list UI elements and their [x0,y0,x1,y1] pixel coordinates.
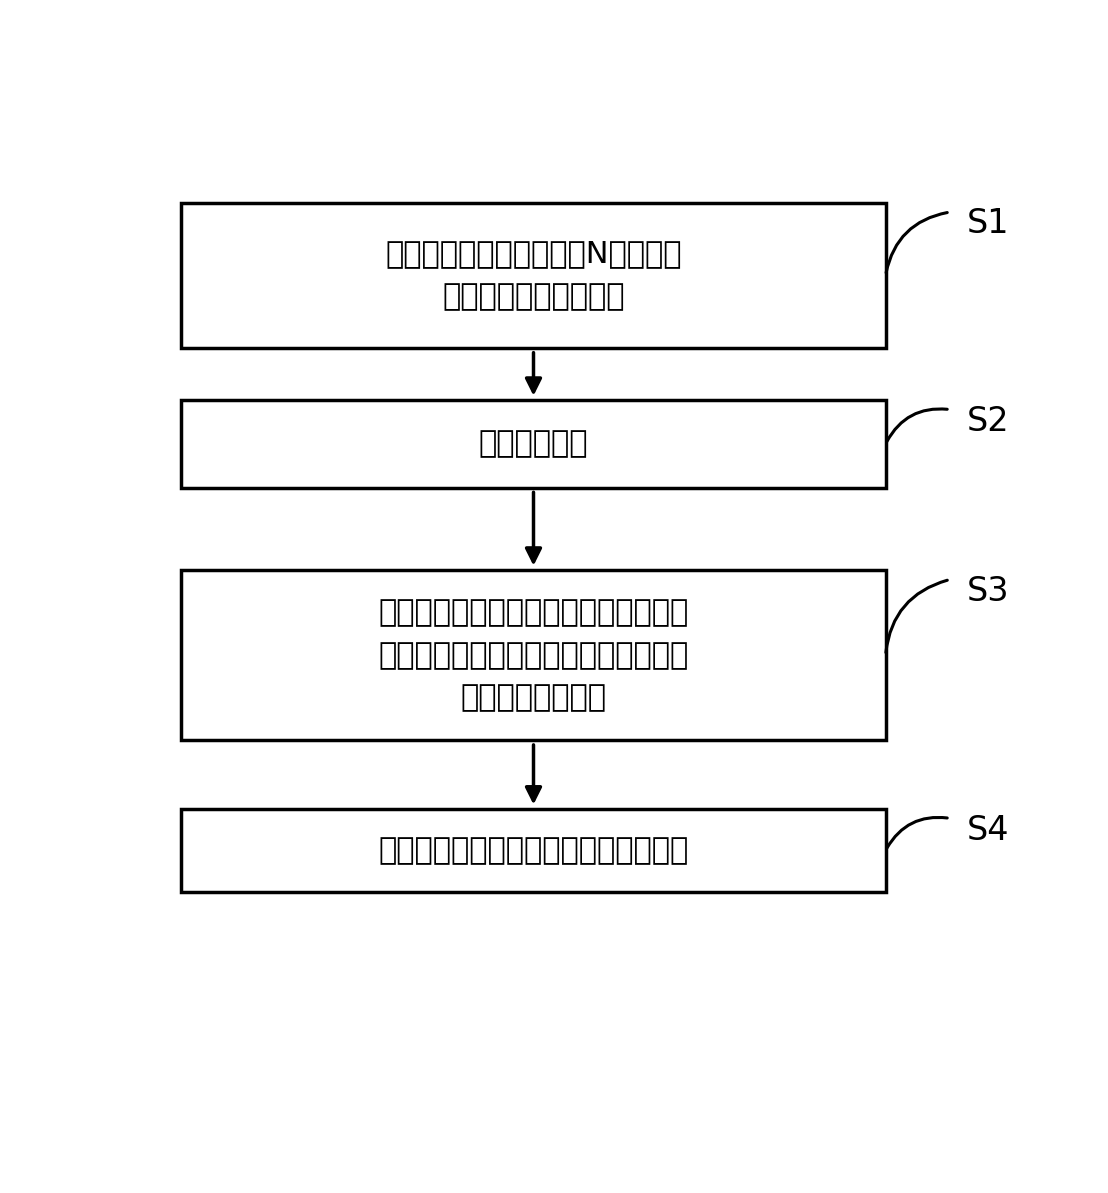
Bar [182,809,885,892]
Bar [182,570,885,740]
Text: S2: S2 [967,404,1009,438]
Text: 加入主瓣电平、旁瓣电平和权值幅度约
束，满足三个约束的同时最大化目标函
数，建立优化问题: 加入主瓣电平、旁瓣电平和权值幅度约 束，满足三个约束的同时最大化目标函 数，建立… [378,598,689,712]
Bar [182,203,885,348]
Text: S4: S4 [967,814,1009,847]
Text: 均匀线阵的相控雷达包含N个天线阵
元，建立接收信号模型: 均匀线阵的相控雷达包含N个天线阵 元，建立接收信号模型 [386,240,681,311]
Text: 建立目标函数: 建立目标函数 [479,429,588,458]
Text: S1: S1 [967,208,1009,241]
Text: S3: S3 [967,575,1009,608]
Bar [182,401,885,488]
Text: 求解优化问题，得到阵列最优加权系数: 求解优化问题，得到阵列最优加权系数 [378,836,689,865]
